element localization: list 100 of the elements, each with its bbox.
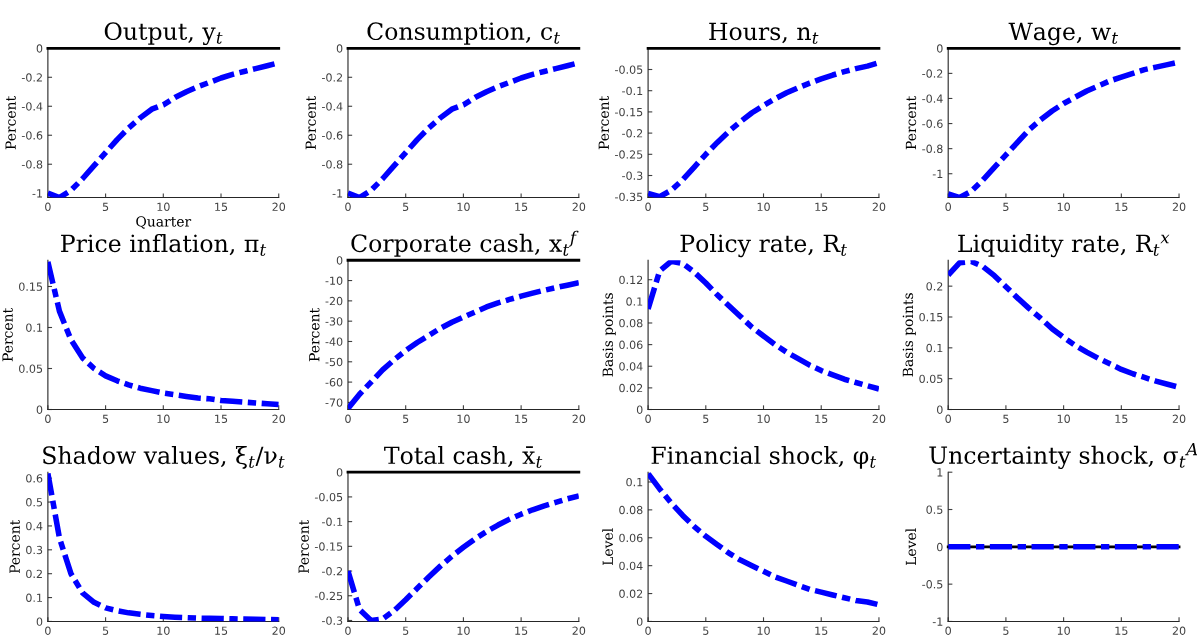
- x-tick-label: 20: [572, 202, 586, 212]
- x-tick-label: 0: [345, 202, 351, 212]
- x-tick-label: 15: [515, 414, 528, 423]
- chart-title: Corporate cash, x$_{t}$$^{f}$: [351, 230, 579, 257]
- x-tick-label: 15: [515, 202, 528, 212]
- y-axis-title: Basis points: [902, 293, 916, 377]
- y-tick-label: -1: [932, 169, 943, 178]
- y-tick-label: 0: [937, 542, 943, 552]
- chart-title: Hours, n$_{t}$: [709, 22, 819, 44]
- x-tick-label: 20: [1172, 202, 1186, 212]
- x-tick-label: 20: [272, 626, 286, 635]
- y-tick-label: 0.02: [619, 589, 643, 598]
- y-tick-label: 0.1: [26, 593, 42, 602]
- x-tick-label: 15: [515, 626, 528, 635]
- y-tick-label: 0.05: [919, 374, 943, 384]
- x-tick-label: 20: [572, 414, 586, 423]
- y-tick-label: 0: [336, 256, 343, 265]
- chart-title: Uncertainty shock, σ$_{t}$$^{A}$: [929, 443, 1197, 469]
- x-tick-label: 0: [945, 626, 951, 635]
- y-tick-label: -0.8: [21, 160, 43, 169]
- y-axis-title: Percent: [5, 95, 16, 150]
- x-tick-label: 15: [815, 626, 828, 635]
- y-tick-label: -0.6: [321, 131, 343, 140]
- y-tick-label: -0.2: [622, 129, 643, 138]
- y-tick-label: 0.5: [26, 498, 43, 507]
- x-tick-label: 0: [645, 202, 651, 212]
- y-tick-label: -0.4: [321, 102, 343, 111]
- y-tick-label: 0: [336, 44, 343, 53]
- x-tick-label: 5: [102, 626, 109, 635]
- x-tick-label: 20: [1172, 414, 1186, 423]
- x-tick-label: 10: [1057, 626, 1070, 635]
- x-tick-label: 10: [157, 626, 170, 635]
- x-tick-label: 15: [215, 626, 228, 635]
- x-tick-label: 10: [457, 202, 470, 212]
- x-tick-label: 20: [272, 414, 286, 423]
- x-tick-label: 15: [1115, 626, 1128, 635]
- x-tick-label: 15: [215, 202, 228, 212]
- x-axis-title: Quarter: [136, 216, 192, 229]
- y-tick-label: 0: [336, 468, 343, 477]
- y-tick-label: -70: [325, 398, 343, 407]
- x-tick-label: 5: [1003, 414, 1009, 423]
- x-tick-label: 10: [157, 202, 170, 212]
- x-tick-label: 10: [757, 414, 770, 423]
- y-tick-label: -50: [325, 357, 343, 367]
- x-tick-label: 5: [703, 626, 709, 635]
- x-tick-label: 5: [1003, 202, 1009, 212]
- y-tick-label: 0: [636, 617, 643, 626]
- x-tick-label: 5: [403, 414, 409, 423]
- x-tick-label: 20: [872, 202, 886, 212]
- chart-title: Policy rate, R$_{t}$: [680, 233, 847, 258]
- y-axis-title: Percent: [598, 95, 610, 150]
- y-axis-title: Basis points: [602, 293, 616, 377]
- y-tick-label: -0.25: [615, 150, 643, 159]
- x-tick-label: 0: [945, 414, 951, 423]
- y-tick-label: 0.12: [619, 275, 643, 285]
- y-tick-label: -0.2: [321, 73, 343, 82]
- y-tick-label: 0.15: [919, 312, 943, 322]
- y-axis-title: Percent: [9, 519, 20, 574]
- x-tick-label: 10: [457, 414, 470, 423]
- x-tick-label: 5: [403, 626, 409, 635]
- y-tick-label: 0.3: [26, 545, 43, 555]
- y-tick-label: 0: [937, 44, 943, 53]
- y-tick-label: -0.4: [922, 94, 943, 103]
- y-axis-title: Percent: [2, 307, 13, 362]
- y-tick-label: -0.2: [321, 567, 343, 576]
- y-tick-label: -0.1: [321, 517, 343, 526]
- x-tick-label: 15: [1115, 202, 1128, 212]
- y-tick-label: 0.06: [619, 533, 643, 543]
- y-tick-label: -0.3: [321, 616, 343, 625]
- y-tick-label: 0: [36, 617, 43, 626]
- y-tick-label: 0: [36, 44, 43, 53]
- y-tick-label: 0.1: [26, 323, 42, 332]
- y-tick-label: -60: [325, 378, 343, 387]
- y-tick-label: -20: [325, 296, 343, 306]
- y-axis-title: Percent: [298, 519, 309, 574]
- y-tick-label: -0.25: [314, 591, 343, 601]
- y-tick-label: 1: [937, 468, 943, 477]
- chart-title: Total cash, x̄$_{t}$: [384, 445, 543, 468]
- x-tick-label: 10: [757, 626, 770, 635]
- x-tick-label: 5: [102, 414, 109, 423]
- y-tick-label: -40: [325, 337, 343, 346]
- y-tick-label: 0.02: [619, 383, 643, 393]
- chart-title: Wage, w$_{t}$: [1008, 22, 1119, 46]
- y-axis-title: Level: [602, 528, 614, 566]
- y-tick-label: 0: [937, 405, 943, 414]
- y-tick-label: -1: [32, 189, 42, 198]
- y-axis-title: Percent: [305, 95, 316, 150]
- y-tick-label: 0.04: [619, 362, 643, 371]
- y-tick-label: 0.2: [26, 569, 42, 579]
- x-tick-label: 5: [1003, 626, 1009, 635]
- x-tick-label: 15: [815, 414, 828, 423]
- chart-title: Financial shock, φ$_{t}$: [651, 445, 877, 469]
- x-tick-label: 15: [1115, 414, 1128, 423]
- x-tick-label: 10: [1057, 414, 1070, 423]
- y-tick-label: -30: [325, 317, 343, 326]
- x-tick-label: 20: [572, 626, 586, 635]
- x-tick-label: 0: [345, 414, 351, 423]
- x-tick-label: 0: [45, 414, 51, 423]
- y-tick-label: 0: [36, 405, 43, 414]
- y-tick-label: 0.05: [19, 364, 43, 373]
